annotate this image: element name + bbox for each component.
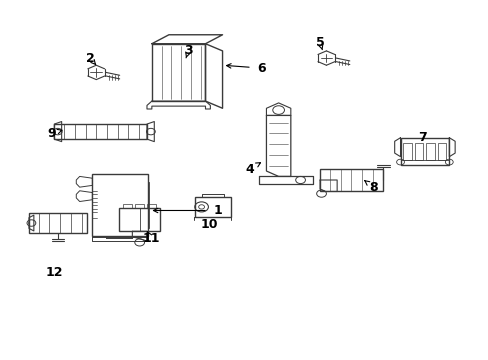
Text: 4: 4	[244, 163, 253, 176]
Bar	[403, 143, 411, 160]
Bar	[437, 143, 446, 160]
Text: 1: 1	[213, 204, 222, 217]
Bar	[148, 182, 149, 228]
Bar	[320, 169, 383, 191]
Text: 5: 5	[315, 36, 324, 49]
Bar	[414, 143, 423, 160]
Bar	[123, 204, 132, 208]
Bar	[400, 138, 448, 165]
Bar	[119, 208, 160, 231]
Text: 6: 6	[257, 62, 265, 75]
Bar	[194, 197, 231, 217]
Text: 12: 12	[45, 266, 63, 279]
Bar	[54, 124, 147, 139]
Bar	[426, 143, 434, 160]
Text: 8: 8	[368, 181, 377, 194]
Text: 9: 9	[47, 127, 56, 140]
Text: 10: 10	[200, 217, 218, 231]
Bar	[147, 204, 156, 208]
Text: 7: 7	[417, 131, 426, 144]
Bar	[135, 204, 144, 208]
Text: 2: 2	[85, 51, 94, 64]
Bar	[29, 213, 87, 233]
Text: 11: 11	[142, 231, 159, 244]
Bar	[92, 174, 148, 237]
Text: 3: 3	[184, 44, 192, 57]
